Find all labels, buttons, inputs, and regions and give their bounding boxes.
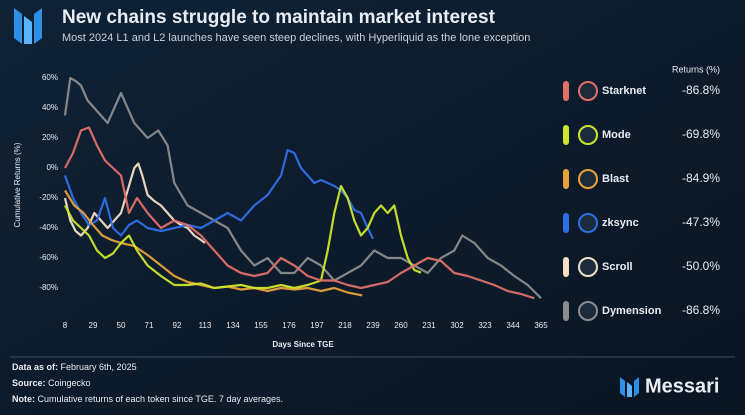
- footer-label: Note:: [12, 394, 35, 404]
- legend-return: -86.8%: [682, 303, 720, 317]
- x-tick-label: 344: [506, 321, 520, 330]
- footer-label: Data as of:: [12, 362, 58, 372]
- footer-text: February 6th, 2025: [61, 362, 137, 372]
- x-tick-label: 260: [394, 321, 408, 330]
- legend-icon: [578, 125, 598, 145]
- x-tick-label: 8: [63, 321, 68, 330]
- x-tick-label: 197: [310, 321, 324, 330]
- legend-label: Scroll: [602, 261, 633, 273]
- legend-return: -84.9%: [682, 171, 720, 185]
- legend-swatch: [563, 213, 569, 233]
- y-tick-label: 60%: [42, 73, 58, 82]
- x-tick-label: 71: [145, 321, 154, 330]
- y-tick-label: -40%: [39, 223, 58, 232]
- legend-label: zksync: [602, 217, 639, 229]
- x-tick-label: 239: [366, 321, 380, 330]
- legend-swatch: [563, 169, 569, 189]
- x-tick-label: 302: [450, 321, 464, 330]
- footer-source: Source: Coingecko: [12, 378, 91, 388]
- y-tick-label: 20%: [42, 133, 58, 142]
- footer-text: Coingecko: [48, 378, 91, 388]
- legend-icon: [578, 301, 598, 321]
- x-tick-label: 155: [254, 321, 268, 330]
- chart-subtitle: Most 2024 L1 and L2 launches have seen s…: [62, 32, 530, 44]
- legend-icon: [578, 169, 598, 189]
- series-line: [63, 76, 542, 299]
- x-tick-label: 231: [422, 321, 436, 330]
- y-tick-label: -20%: [39, 193, 58, 202]
- legend-label: Mode: [602, 129, 631, 141]
- legend-return: -50.0%: [682, 259, 720, 273]
- x-tick-label: 92: [173, 321, 182, 330]
- legend-return: -47.3%: [682, 215, 720, 229]
- brand: Messari: [645, 375, 720, 397]
- x-tick-label: 218: [338, 321, 352, 330]
- x-tick-label: 134: [226, 321, 240, 330]
- x-tick-label: 29: [89, 321, 98, 330]
- series-line: [64, 184, 422, 290]
- legend-label: Blast: [602, 173, 629, 185]
- footer-note: Note: Cumulative returns of each token s…: [12, 394, 283, 404]
- x-tick-label: 113: [199, 321, 212, 330]
- y-axis-label: Cumulative Returns (%): [13, 142, 22, 227]
- returns-header: Returns (%): [672, 64, 720, 74]
- chart-title: New chains struggle to maintain market i…: [62, 7, 496, 28]
- x-tick-label: 176: [282, 321, 296, 330]
- legend-swatch: [563, 301, 569, 321]
- legend-icon: [578, 257, 598, 277]
- x-tick-label: 323: [478, 321, 492, 330]
- y-tick-label: 40%: [42, 103, 58, 112]
- y-tick-label: 0%: [46, 163, 58, 172]
- legend-return: -86.8%: [682, 83, 720, 97]
- legend-swatch: [563, 257, 569, 277]
- legend-swatch: [563, 81, 569, 101]
- y-tick-label: -80%: [39, 283, 58, 292]
- legend-icon: [578, 81, 598, 101]
- series-line: [64, 126, 535, 300]
- footer-label: Source:: [12, 378, 46, 388]
- legend-icon: [578, 213, 598, 233]
- footer-text: Cumulative returns of each token since T…: [38, 394, 283, 404]
- legend-label: Starknet: [602, 85, 646, 97]
- legend-label: Dymension: [602, 305, 662, 317]
- legend-swatch: [563, 125, 569, 145]
- footer-date: Data as of: February 6th, 2025: [12, 362, 137, 372]
- logo: [14, 8, 42, 44]
- x-tick-label: 365: [534, 321, 548, 330]
- x-axis-label: Days Since TGE: [272, 340, 334, 349]
- y-tick-label: -60%: [39, 253, 58, 262]
- series-line: [63, 148, 374, 240]
- x-tick-label: 50: [117, 321, 126, 330]
- legend-return: -69.8%: [682, 127, 720, 141]
- series-line: [64, 189, 363, 297]
- brand-logo: [620, 377, 639, 397]
